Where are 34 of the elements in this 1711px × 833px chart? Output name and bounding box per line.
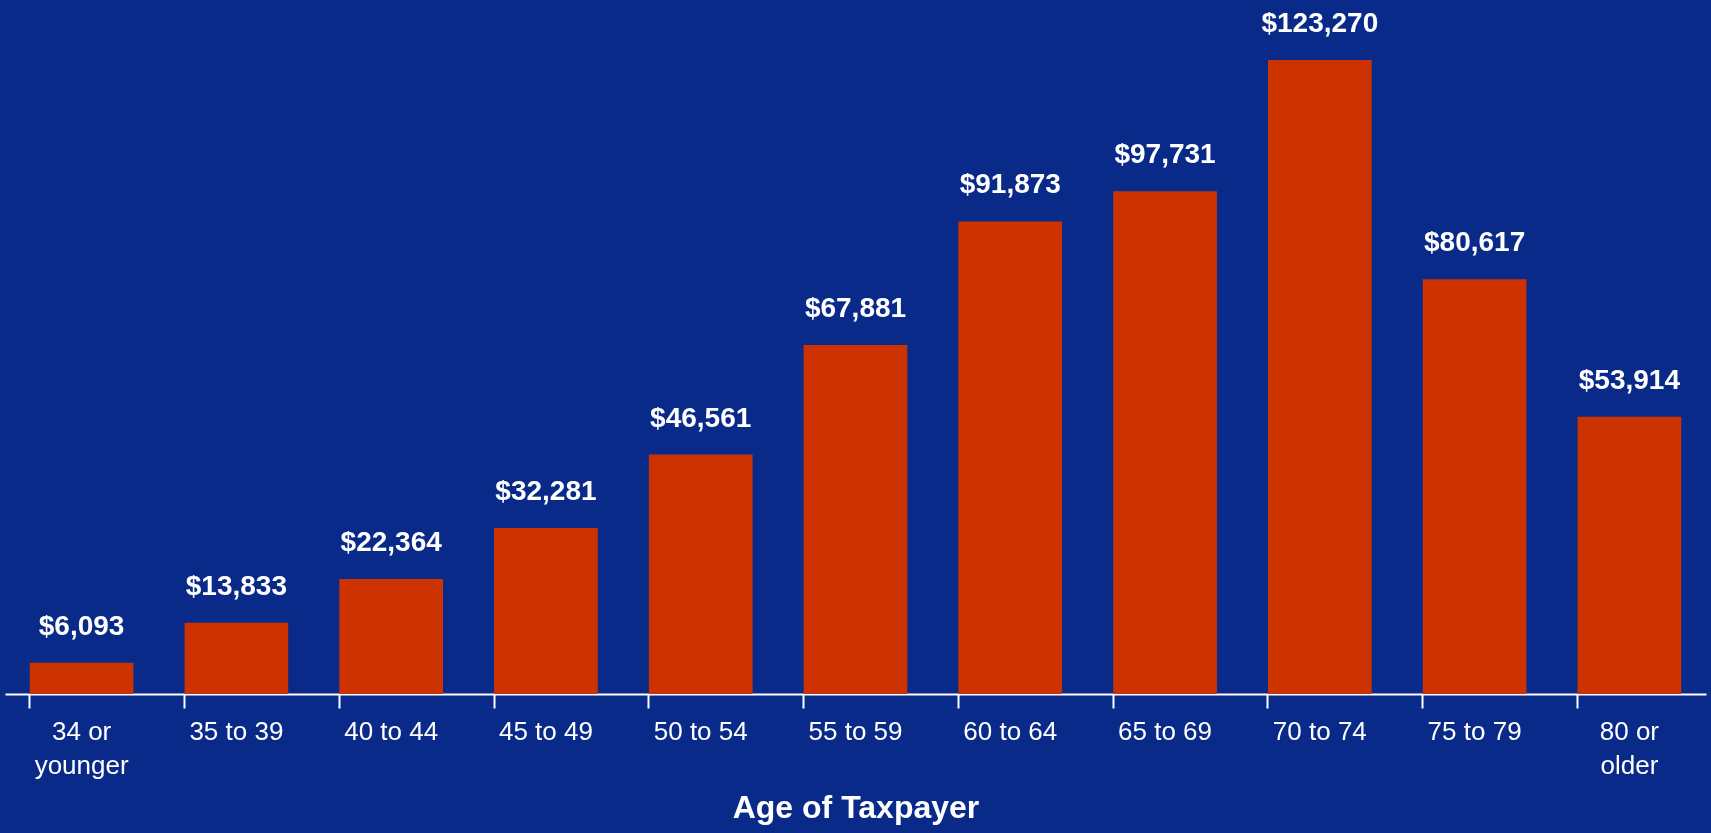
bar [1113,191,1217,694]
bar [29,662,134,694]
x-tick-label: 75 to 79 [1427,715,1522,746]
x-tick-label: 34 or younger [34,715,129,780]
data-label: $22,364 [340,525,443,557]
data-label: $97,731 [1114,138,1216,170]
data-label: $6,093 [38,609,125,641]
bar [803,344,908,694]
data-label: $67,881 [804,291,907,323]
data-label: $32,281 [495,474,597,506]
x-tick-label: 60 to 64 [963,715,1058,746]
data-label: $13,833 [185,569,287,601]
x-tick-label: 80 or older [1599,715,1660,780]
data-label: $123,270 [1261,7,1379,38]
bar [1577,416,1682,694]
bar [494,527,598,694]
bar [339,578,444,694]
x-tick-label: 45 to 49 [498,715,593,746]
bar [958,221,1063,694]
bar [1267,60,1372,694]
x-axis-title: Age of Taxpayer [732,788,980,825]
x-tick-label: 55 to 59 [808,715,903,746]
x-tick-label: 70 to 74 [1272,715,1367,746]
data-label: $46,561 [650,401,752,433]
bar [648,454,753,694]
x-tick-label: 35 to 39 [189,715,284,746]
bar [184,622,289,694]
bar [1422,279,1527,694]
x-tick-label: 50 to 54 [653,715,748,746]
x-tick-label: 40 to 44 [344,715,439,746]
data-label: $53,914 [1578,363,1681,395]
data-label: $91,873 [959,168,1061,200]
x-tick-label: 65 to 69 [1118,715,1213,746]
data-label: $80,617 [1424,226,1526,258]
